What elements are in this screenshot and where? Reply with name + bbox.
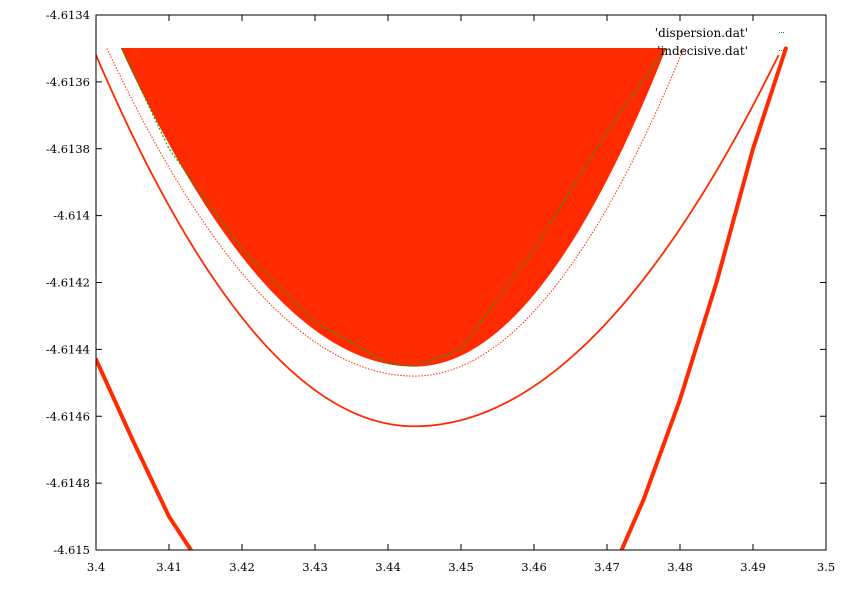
legend-sample-dot [779, 32, 780, 33]
y-tick-label: -4.6144 [46, 342, 90, 356]
legend: 'dispersion.dat' 'indecisive.dat' [655, 26, 784, 58]
y-tick-label: -4.6136 [46, 75, 90, 89]
indecisive-outer-curve [96, 54, 780, 428]
y-axis: -4.6134 -4.6136 -4.6138 -4.614 -4.6142 -4.614… [46, 8, 826, 557]
x-tick-label: 3.49 [740, 560, 766, 574]
x-axis: 3.4 3.41 3.42 3.43 3.44 3.45 3.46 3.47 3.48 3.49 3… [87, 15, 835, 574]
y-tick-label: -4.6142 [46, 276, 90, 290]
y-tick-label: -4.6148 [46, 476, 90, 490]
x-tick-label: 3.44 [375, 560, 401, 574]
indecisive-filled-region [120, 47, 667, 367]
legend-label: 'indecisive.dat' [657, 44, 748, 58]
data-layer [96, 46, 788, 550]
legend-sample-dot [779, 50, 780, 51]
x-tick-label: 3.47 [594, 560, 620, 574]
x-tick-label: 3.41 [156, 560, 182, 574]
y-tick-label: -4.614 [53, 209, 90, 223]
legend-sample-dot [783, 32, 784, 33]
indecisive-right-branch [619, 46, 788, 550]
legend-sample-dot [783, 50, 784, 51]
y-tick-label: -4.615 [53, 543, 90, 557]
x-tick-label: 3.45 [448, 560, 474, 574]
indecisive-left-branch [96, 357, 193, 550]
legend-sample-dot [781, 32, 782, 33]
dispersion-curve [121, 48, 666, 367]
x-tick-label: 3.43 [302, 560, 328, 574]
x-tick-label: 3.48 [667, 560, 693, 574]
y-tick-label: -4.6134 [46, 8, 90, 22]
legend-sample-dot [781, 50, 782, 51]
x-tick-label: 3.42 [229, 560, 255, 574]
y-tick-label: -4.6138 [46, 142, 90, 156]
x-tick-label: 3.5 [817, 560, 835, 574]
y-tick-label: -4.6146 [46, 409, 90, 423]
x-tick-label: 3.4 [87, 560, 105, 574]
legend-label: 'dispersion.dat' [655, 26, 748, 40]
x-tick-label: 3.46 [521, 560, 547, 574]
indecisive-inner-curve [106, 48, 685, 377]
